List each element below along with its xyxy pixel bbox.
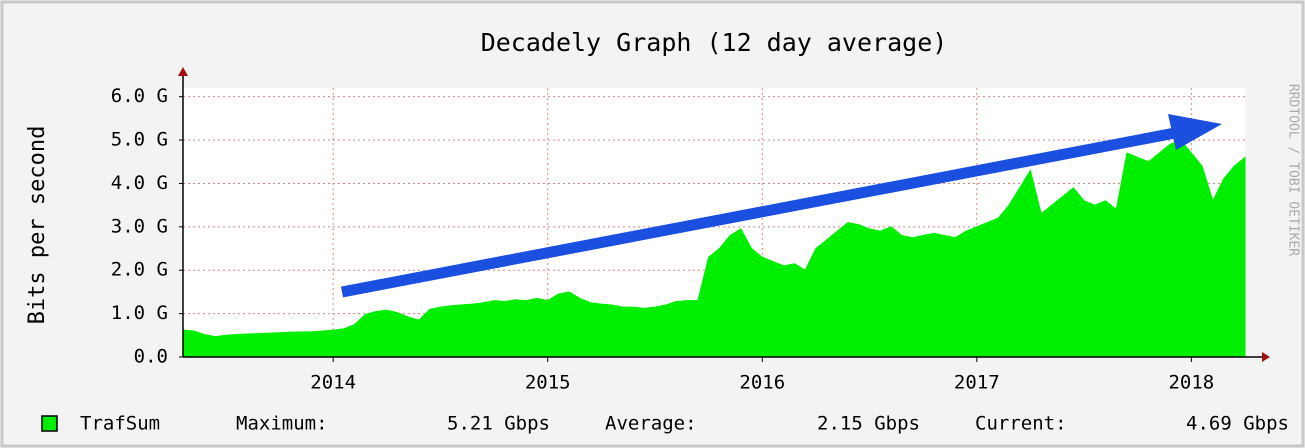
y-tick-label: 3.0 G — [111, 215, 168, 237]
y-tick-label: 4.0 G — [111, 172, 168, 194]
arrow-head — [1168, 114, 1222, 150]
watermark: RRDTOOL / TOBI OETIKER — [1286, 84, 1301, 256]
stat-label: Current: — [975, 413, 1067, 435]
marks — [182, 139, 1246, 358]
legend-label: TrafSum — [80, 413, 160, 435]
y-tick-label: 2.0 G — [111, 259, 168, 281]
axes: 0.0 1.0 G 2.0 G 3.0 G 4.0 G 5.0 G 6.0 G 2014 201… — [111, 67, 1270, 394]
x-axis-arrow — [1262, 352, 1270, 362]
y-axis-arrow — [178, 67, 188, 76]
y-tick-label: 1.0 G — [111, 302, 168, 324]
x-tick-label: 2016 — [739, 372, 785, 394]
trend-arrow — [340, 114, 1222, 298]
y-tick-label: 5.0 G — [111, 129, 168, 151]
x-tick-label: 2014 — [310, 372, 356, 394]
legend: TrafSum Maximum: 5.21 Gbps Average: 2.15 Gbp… — [41, 413, 1289, 435]
y-axis-label: Bits per second — [25, 126, 50, 325]
stat-label: Average: — [605, 413, 697, 435]
y-tick-label: 0.0 — [134, 346, 168, 368]
legend-swatch — [41, 415, 58, 432]
arrow-shaft — [340, 127, 1177, 298]
stat-value: 2.15 Gbps — [817, 413, 920, 435]
stat-label: Maximum: — [236, 413, 328, 435]
area — [182, 139, 1246, 358]
stat-value: 4.69 Gbps — [1186, 413, 1289, 435]
x-tick-label: 2015 — [525, 372, 571, 394]
chart-title: Decadely Graph (12 day average) — [481, 28, 948, 57]
stat-value: 5.21 Gbps — [447, 413, 550, 435]
y-tick-label: 6.0 G — [111, 85, 168, 107]
x-tick-label: 2018 — [1168, 372, 1214, 394]
x-tick-label: 2017 — [954, 372, 1000, 394]
